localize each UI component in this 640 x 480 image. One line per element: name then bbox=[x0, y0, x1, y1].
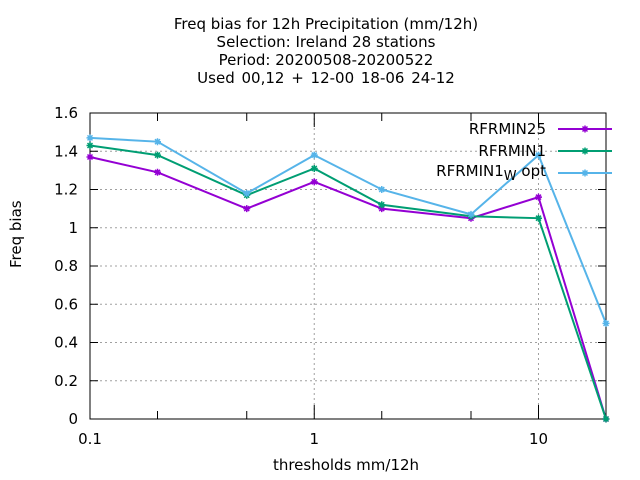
legend-label: RFRMIN25 bbox=[468, 120, 546, 138]
legend-label-suffix: opt bbox=[516, 162, 546, 180]
series-layer bbox=[86, 134, 610, 423]
legend-entry: RFRMIN25 bbox=[374, 118, 614, 140]
data-point-core bbox=[536, 152, 541, 158]
y-tick-label: 0.2 bbox=[54, 372, 78, 390]
data-point-core bbox=[582, 148, 588, 154]
data-point-core bbox=[87, 154, 93, 160]
data-point-core bbox=[155, 139, 160, 144]
legend-entry: RFRMIN1 bbox=[374, 140, 614, 162]
series-line bbox=[89, 136, 607, 324]
y-tick-label: 0.4 bbox=[54, 334, 78, 352]
y-tick-label: 1.2 bbox=[54, 181, 78, 199]
legend-swatch bbox=[558, 125, 612, 133]
y-tick-label: 1 bbox=[68, 219, 78, 237]
legend-entry: RFRMIN1W opt bbox=[374, 162, 614, 184]
x-tick-label: 0.1 bbox=[78, 430, 102, 448]
data-point-core bbox=[582, 126, 588, 132]
data-point-core bbox=[312, 166, 317, 171]
title-line: Freq bias for 12h Precipitation (mm/12h) bbox=[173, 15, 479, 33]
y-tick-label: 1.4 bbox=[54, 142, 78, 160]
legend-label-subscript: W bbox=[503, 169, 517, 184]
legend: RFRMIN25 RFRMIN1 RFRMIN1W opt bbox=[374, 118, 614, 184]
y-axis-label: Freq bias bbox=[7, 200, 25, 268]
data-point-core bbox=[155, 170, 160, 175]
y-tick-label: 0 bbox=[68, 410, 78, 428]
data-point-core bbox=[379, 206, 384, 211]
data-point-core bbox=[468, 212, 474, 217]
data-point-core bbox=[379, 187, 384, 192]
subtitle-used: Used 00,12 + 12-00 18-06 24-12 bbox=[197, 69, 455, 87]
data-point-core bbox=[379, 202, 384, 207]
data-point-core bbox=[312, 179, 317, 185]
data-point-core bbox=[603, 321, 609, 326]
x-tick-label: 1 bbox=[309, 430, 319, 448]
series-line bbox=[89, 156, 607, 420]
subtitle-period: Period: 20200508-20200522 bbox=[218, 51, 434, 69]
legend-label: RFRMIN1W opt bbox=[436, 162, 546, 184]
series-line bbox=[89, 144, 607, 420]
y-tick-label: 1.6 bbox=[54, 104, 78, 122]
y-tick-label: 0.8 bbox=[54, 257, 78, 275]
chart-title: Freq bias for 12h Precipitation (mm/12h)… bbox=[0, 15, 640, 87]
data-point-core bbox=[603, 416, 609, 422]
legend-label-base: RFRMIN1 bbox=[436, 162, 504, 180]
subtitle-selection: Selection: Ireland 28 stations bbox=[216, 33, 436, 51]
legend-swatch bbox=[558, 169, 612, 177]
data-point-core bbox=[244, 191, 249, 196]
data-point-core bbox=[582, 170, 588, 176]
data-point-core bbox=[155, 152, 160, 158]
legend-swatch bbox=[558, 147, 612, 155]
x-axis-label: thresholds mm/12h bbox=[0, 456, 640, 474]
axis-ticks: 0 0.2 0.4 0.6 0.8 1 1.2 1.4 1.6 0.1 1 10 bbox=[54, 104, 606, 448]
x-tick-label: 10 bbox=[529, 430, 548, 448]
data-point-core bbox=[87, 143, 93, 148]
data-point-core bbox=[87, 135, 93, 141]
series-0 bbox=[86, 153, 610, 423]
x-axis-label-text: thresholds mm/12h bbox=[272, 456, 420, 474]
data-point-core bbox=[536, 194, 541, 200]
data-point-core bbox=[312, 152, 317, 158]
legend-label: RFRMIN1 bbox=[478, 142, 546, 160]
data-point-core bbox=[244, 206, 249, 211]
y-tick-label: 0.6 bbox=[54, 295, 78, 313]
series-2 bbox=[86, 134, 610, 327]
data-point-core bbox=[536, 215, 541, 221]
